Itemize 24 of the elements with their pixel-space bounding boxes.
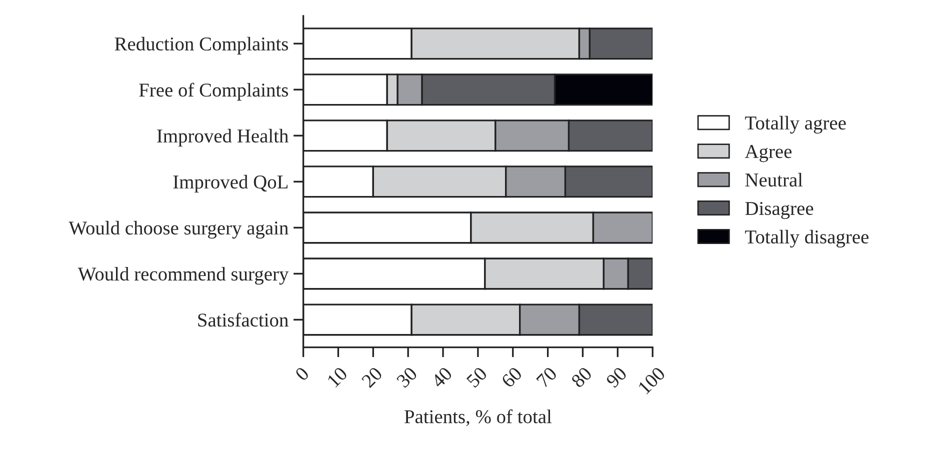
x-tick-label: 10 (326, 366, 348, 388)
y-tick-label: Free of Complaints (139, 82, 288, 101)
legend-label: Neutral (745, 172, 803, 187)
x-tick-label: 60 (500, 366, 523, 388)
legend-label: Totally disagree (745, 230, 868, 248)
y-tick-label: Improved QoL (173, 174, 288, 193)
x-tick-label: 50 (466, 366, 488, 388)
legend-label: Agree (744, 145, 792, 162)
y-tick-label: Would recommend surgery (78, 266, 289, 285)
x-tick-label: 80 (570, 366, 593, 388)
x-tick-label: 70 (536, 366, 558, 388)
x-tick-label: 100 (638, 366, 666, 394)
x-tick-label: 90 (605, 366, 628, 388)
y-tick-label: Improved Health (157, 128, 288, 147)
y-tick-label: Satisfaction (198, 312, 288, 327)
x-tick-label: 0 (294, 366, 310, 382)
x-axis-title: Patients, % of total (404, 409, 552, 426)
legend-label: Disagree (745, 202, 814, 220)
x-tick-label: 20 (361, 366, 383, 388)
x-tick-label: 40 (430, 366, 453, 389)
x-tick-label: 30 (396, 366, 418, 388)
legend-label: Totally agree (745, 116, 846, 134)
y-tick-label: Reduction Complaints (114, 36, 288, 54)
y-tick-label: Would choose surgery again (68, 220, 288, 239)
